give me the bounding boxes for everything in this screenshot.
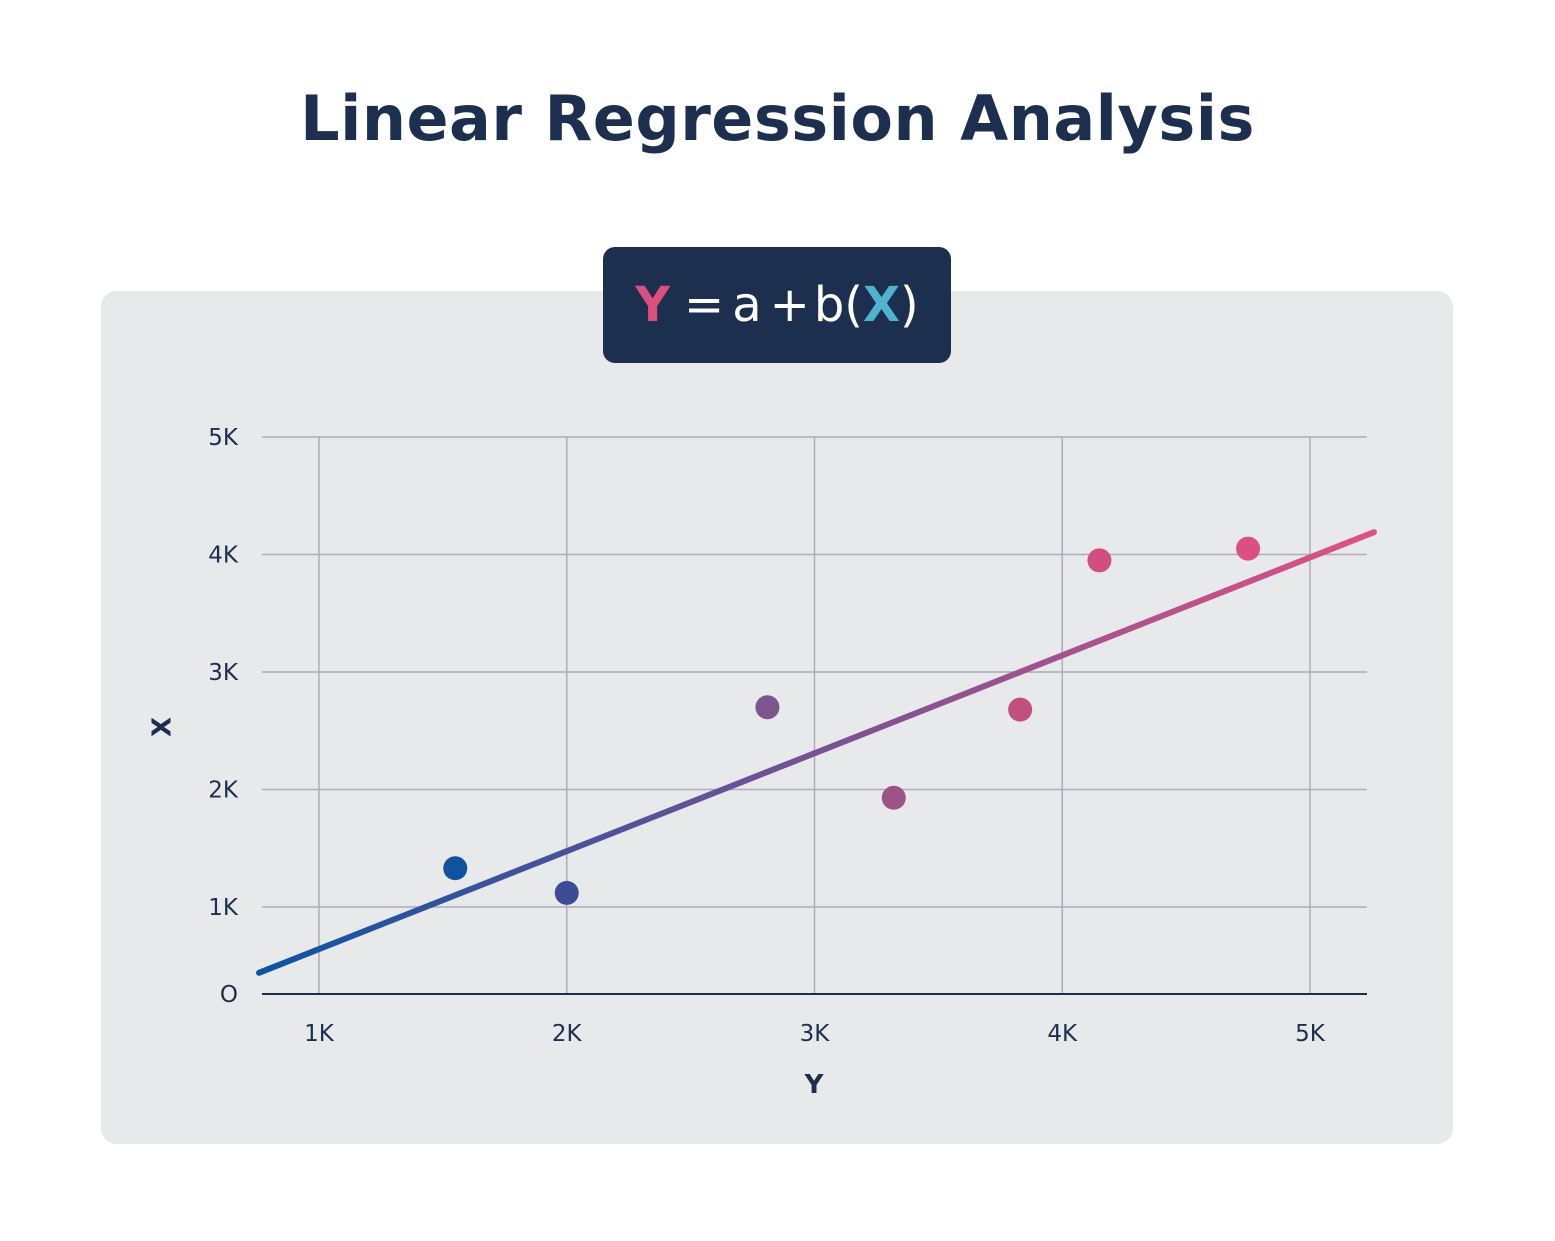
y-axis-title: X bbox=[148, 717, 178, 737]
formula-b: b( bbox=[813, 277, 864, 333]
y-tick-label: 5K bbox=[208, 425, 239, 451]
y-tick-label: 3K bbox=[208, 660, 239, 686]
grid-lines bbox=[262, 436, 1367, 994]
formula-close-paren: ) bbox=[900, 277, 919, 333]
tick-labels: 1K 2K 3K 4K 5K O 1K 2K 3K 4K 5K bbox=[208, 425, 1326, 1047]
chart-title: Linear Regression Analysis bbox=[300, 82, 1255, 155]
y-tick-label: 1K bbox=[208, 895, 239, 921]
x-tick-label: 2K bbox=[552, 1021, 583, 1047]
formula-plus: + bbox=[769, 277, 810, 333]
y-tick-label: O bbox=[220, 982, 238, 1008]
x-tick-label: 5K bbox=[1295, 1021, 1326, 1047]
regression-formula: Y = a + b(X) bbox=[603, 247, 951, 363]
x-tick-label: 3K bbox=[800, 1021, 831, 1047]
data-point-6 bbox=[1087, 548, 1112, 573]
formula-equals: = bbox=[683, 277, 725, 333]
regression-line-group bbox=[256, 529, 1377, 976]
data-point-3 bbox=[755, 695, 780, 720]
formula-x-symbol: X bbox=[863, 277, 901, 333]
x-axis-title: Y bbox=[804, 1070, 825, 1100]
formula-y-symbol: Y bbox=[635, 277, 670, 333]
data-point-1 bbox=[443, 856, 468, 881]
data-point-2 bbox=[554, 880, 579, 905]
formula-a: a bbox=[732, 277, 762, 333]
data-point-4 bbox=[881, 785, 906, 810]
y-tick-label: 4K bbox=[208, 543, 239, 569]
chart-panel bbox=[101, 291, 1453, 1144]
x-tick-label: 1K bbox=[304, 1021, 335, 1047]
data-point-7 bbox=[1236, 536, 1261, 561]
y-tick-label: 2K bbox=[208, 778, 239, 804]
x-tick-label: 4K bbox=[1047, 1021, 1078, 1047]
regression-line bbox=[256, 529, 1377, 976]
data-points bbox=[443, 536, 1261, 905]
data-point-5 bbox=[1008, 697, 1033, 722]
